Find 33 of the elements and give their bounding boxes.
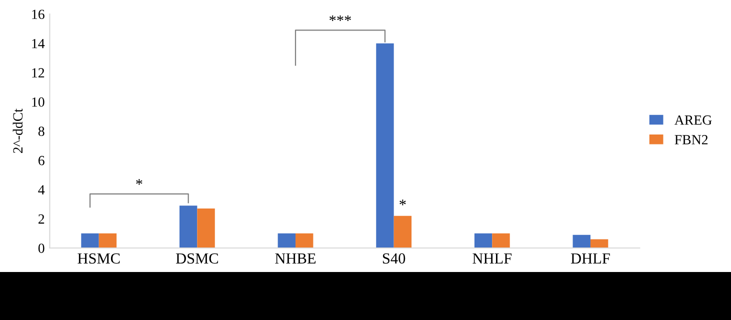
bar	[394, 216, 412, 248]
y-axis-title: 2^-ddCt	[12, 108, 23, 153]
y-tick-label: 0	[38, 244, 44, 253]
y-tick-label: 6	[38, 156, 44, 166]
x-tick-label: NHBE	[275, 253, 316, 264]
legend-label: AREG	[674, 115, 712, 125]
bar	[492, 233, 510, 248]
bar	[572, 234, 590, 248]
x-tick-label: DHLF	[570, 253, 610, 264]
y-tick-label: 12	[32, 68, 44, 78]
bar	[474, 233, 492, 248]
bar	[197, 208, 215, 248]
y-tick-label: 2	[38, 214, 44, 224]
x-tick-label: DSMC	[176, 253, 218, 264]
bar	[81, 233, 99, 248]
x-tick-label: NHLF	[472, 253, 512, 264]
annotation: *	[400, 200, 406, 206]
bar	[296, 233, 314, 248]
bar	[590, 239, 608, 248]
y-tick-label: 16	[32, 10, 44, 20]
y-tick-label: 14	[32, 38, 45, 48]
y-tick-label: 10	[32, 97, 44, 107]
annotation: *	[136, 179, 142, 185]
annotation: ***	[330, 15, 351, 22]
bar	[376, 43, 394, 248]
bar	[278, 233, 296, 248]
y-tick-label: 4	[38, 185, 45, 194]
bar	[98, 233, 117, 248]
legend-label: FBN2	[674, 135, 708, 144]
bar	[179, 206, 198, 248]
x-tick-label: S40	[382, 253, 406, 264]
x-tick-label: HSMC	[78, 253, 120, 264]
y-tick-label: 8	[38, 126, 44, 136]
